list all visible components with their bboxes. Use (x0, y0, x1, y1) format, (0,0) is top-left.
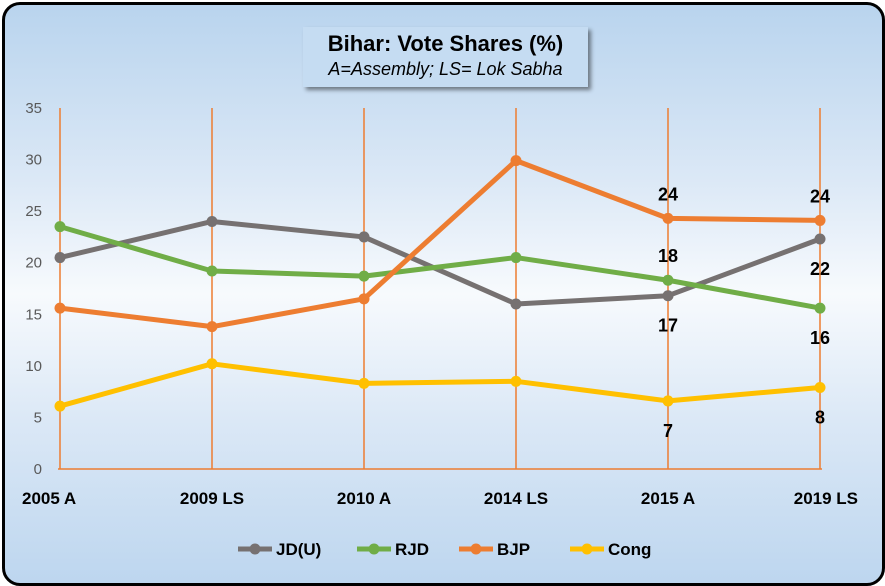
data-label: 22 (810, 259, 830, 279)
data-point (206, 358, 218, 370)
data-point (510, 252, 522, 264)
x-tick-label: 2010 A (337, 489, 391, 508)
data-point (358, 293, 370, 305)
x-tick-label: 2014 LS (484, 489, 548, 508)
legend-label: JD(U) (276, 540, 321, 559)
y-tick-label: 30 (25, 152, 42, 169)
data-point (662, 395, 674, 407)
data-label: 24 (810, 186, 830, 206)
x-tick-label: 2015 A (641, 489, 695, 508)
y-tick-label: 35 (25, 100, 42, 117)
legend-marker (470, 543, 482, 555)
data-point (814, 302, 826, 314)
legend-marker (249, 543, 261, 555)
x-tick-label: 2019 LS (794, 489, 858, 508)
chart-subtitle: A=Assembly; LS= Lok Sabha (328, 59, 563, 79)
legend-label: RJD (395, 540, 429, 559)
data-point (358, 231, 370, 243)
data-point (814, 214, 826, 226)
title-box: Bihar: Vote Shares (%) A=Assembly; LS= L… (303, 27, 588, 87)
data-point (206, 215, 218, 227)
data-label: 24 (658, 184, 678, 204)
data-point (662, 212, 674, 224)
series-line-RJD (59, 224, 821, 311)
y-tick-label: 0 (34, 461, 42, 478)
data-point (814, 382, 826, 394)
series-line-JD(U) (59, 218, 821, 307)
series-line-BJP (59, 158, 821, 330)
data-label: 17 (658, 316, 678, 336)
x-tick-label: 2005 A (22, 489, 76, 508)
data-point (358, 270, 370, 282)
data-point (54, 221, 66, 233)
data-point (510, 298, 522, 310)
data-point (510, 375, 522, 387)
data-label: 16 (810, 328, 830, 348)
data-label: 18 (658, 246, 678, 266)
y-tick-label: 25 (25, 203, 42, 220)
chart-title: Bihar: Vote Shares (%) (327, 31, 564, 56)
legend-marker (368, 543, 380, 555)
data-label: 7 (663, 421, 673, 441)
series-line-Cong (59, 361, 821, 409)
y-tick-label: 15 (25, 306, 42, 323)
y-tick-label: 20 (25, 255, 42, 272)
data-point (206, 265, 218, 277)
data-point (54, 400, 66, 412)
data-point (814, 233, 826, 245)
data-point (206, 321, 218, 333)
y-tick-label: 10 (25, 358, 42, 375)
legend-marker (581, 543, 593, 555)
y-tick-label: 5 (34, 409, 42, 426)
legend-label: Cong (608, 540, 651, 559)
data-point (54, 302, 66, 314)
data-point (662, 274, 674, 286)
data-point (54, 252, 66, 264)
data-point (662, 290, 674, 302)
data-label: 8 (815, 408, 825, 428)
x-tick-label: 2009 LS (180, 489, 244, 508)
data-point (358, 377, 370, 389)
legend-label: BJP (497, 540, 530, 559)
data-point (510, 155, 522, 167)
